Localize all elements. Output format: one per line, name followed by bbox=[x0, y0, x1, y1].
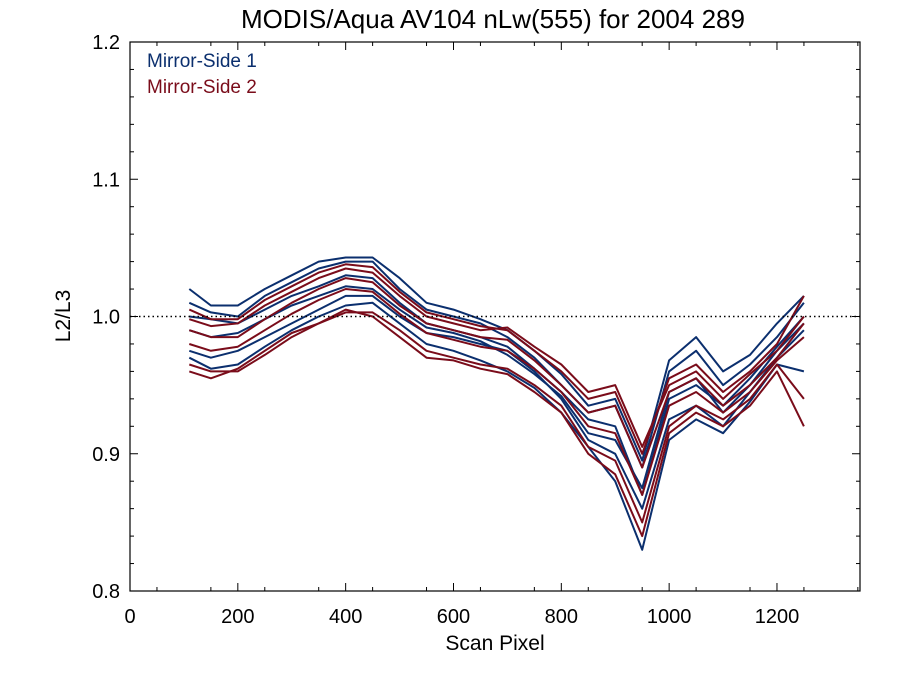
y-tick-label: 1.2 bbox=[92, 32, 120, 54]
series-line-8 bbox=[188, 267, 805, 448]
x-tick-label: 1200 bbox=[755, 606, 800, 628]
series-line-1 bbox=[188, 260, 805, 469]
series-line-7 bbox=[188, 263, 805, 455]
y-tick-label: 1.1 bbox=[92, 169, 120, 191]
series-line-2 bbox=[188, 256, 805, 462]
x-tick-label: 1000 bbox=[647, 606, 692, 628]
x-tick-label: 400 bbox=[329, 606, 362, 628]
x-axis-label: Scan Pixel bbox=[445, 632, 544, 655]
x-tick-label: 600 bbox=[437, 606, 470, 628]
legend: Mirror-Side 1 Mirror-Side 2 bbox=[147, 51, 257, 98]
chart-title: MODIS/Aqua AV104 nLw(555) for 2004 289 bbox=[241, 4, 745, 34]
y-tick-label: 0.9 bbox=[92, 444, 120, 466]
legend-entry: Mirror-Side 1 bbox=[147, 51, 257, 72]
x-tick-label: 200 bbox=[221, 606, 254, 628]
axes: 0 200 400 600 800 1000 1200 0.8 0.9 1.0 1.1 1.2 bbox=[92, 32, 860, 628]
series-lines bbox=[188, 256, 805, 551]
series-line-10 bbox=[188, 311, 805, 524]
x-tick-label: 800 bbox=[545, 606, 578, 628]
y-tick-label: 0.8 bbox=[92, 581, 120, 603]
y-tick-label: 1.0 bbox=[92, 307, 120, 329]
legend-entry: Mirror-Side 2 bbox=[147, 77, 257, 98]
x-tick-label: 0 bbox=[124, 606, 135, 628]
series-line-11 bbox=[188, 308, 805, 538]
series-line-9 bbox=[188, 277, 805, 469]
y-axis-label: L2/L3 bbox=[52, 290, 75, 343]
series-line-3 bbox=[189, 274, 805, 496]
series-line-12 bbox=[188, 288, 805, 496]
